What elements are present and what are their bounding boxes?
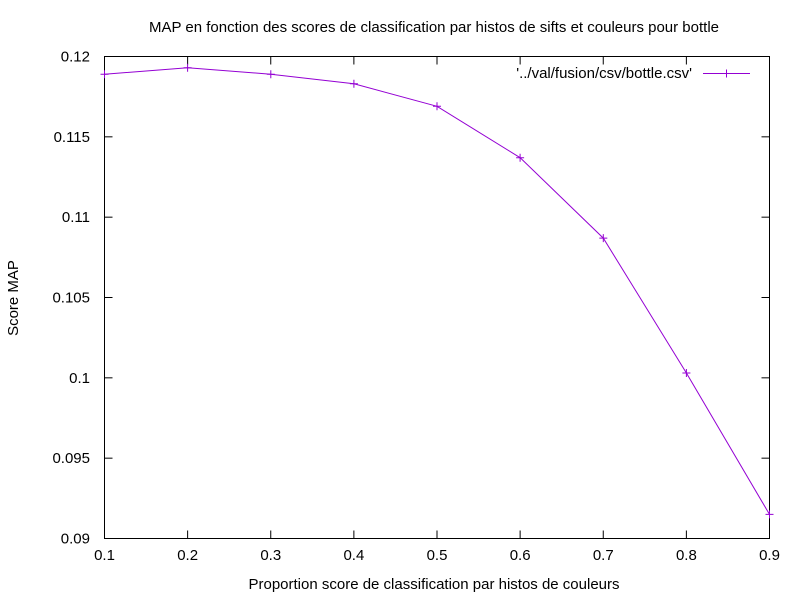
series-line [104,67,770,515]
data-point [433,102,441,111]
legend: '../val/fusion/csv/bottle.csv' [516,65,750,82]
y-tick-label: 0.12 [61,49,90,66]
data-point [516,153,525,162]
x-tick-label: 0.7 [593,547,614,564]
legend-label: '../val/fusion/csv/bottle.csv' [516,65,692,82]
data-point [682,369,691,377]
x-tick-label: 0.9 [759,547,780,564]
data-point [765,510,774,519]
x-axis-label: Proportion score de classification par h… [248,576,619,593]
y-tick-labels: 0.09 0.095 0.1 0.105 0.11 0.115 0.12 [52,49,90,548]
data-point [599,234,608,243]
y-tick-label: 0.095 [52,450,90,467]
x-tick-label: 0.5 [427,547,448,564]
x-tick-label: 0.4 [343,547,364,564]
x-tick-label: 0.2 [177,547,198,564]
y-tick-label: 0.115 [54,129,90,146]
x-tick-label: 0.3 [260,547,281,564]
y-tick-label: 0.11 [62,209,90,226]
x-tick-labels: 0.1 0.2 0.3 0.4 0.5 0.6 0.7 0.8 0.9 [94,547,780,564]
x-tick-label: 0.8 [676,547,697,564]
series-layer [100,63,774,519]
plot-border [104,56,770,539]
data-point [266,70,275,79]
axis-ticks [104,56,770,539]
data-point [183,63,192,72]
chart-title: MAP en fonction des scores de classifica… [149,19,719,36]
data-point [349,79,358,88]
legend-marker [722,69,731,78]
y-tick-label: 0.1 [69,370,90,387]
data-point [100,70,109,79]
y-tick-label: 0.09 [61,531,90,548]
x-tick-label: 0.6 [510,547,531,564]
y-axis-label: Score MAP [5,260,22,336]
y-tick-label: 0.105 [52,290,90,307]
x-tick-label: 0.1 [94,547,115,564]
